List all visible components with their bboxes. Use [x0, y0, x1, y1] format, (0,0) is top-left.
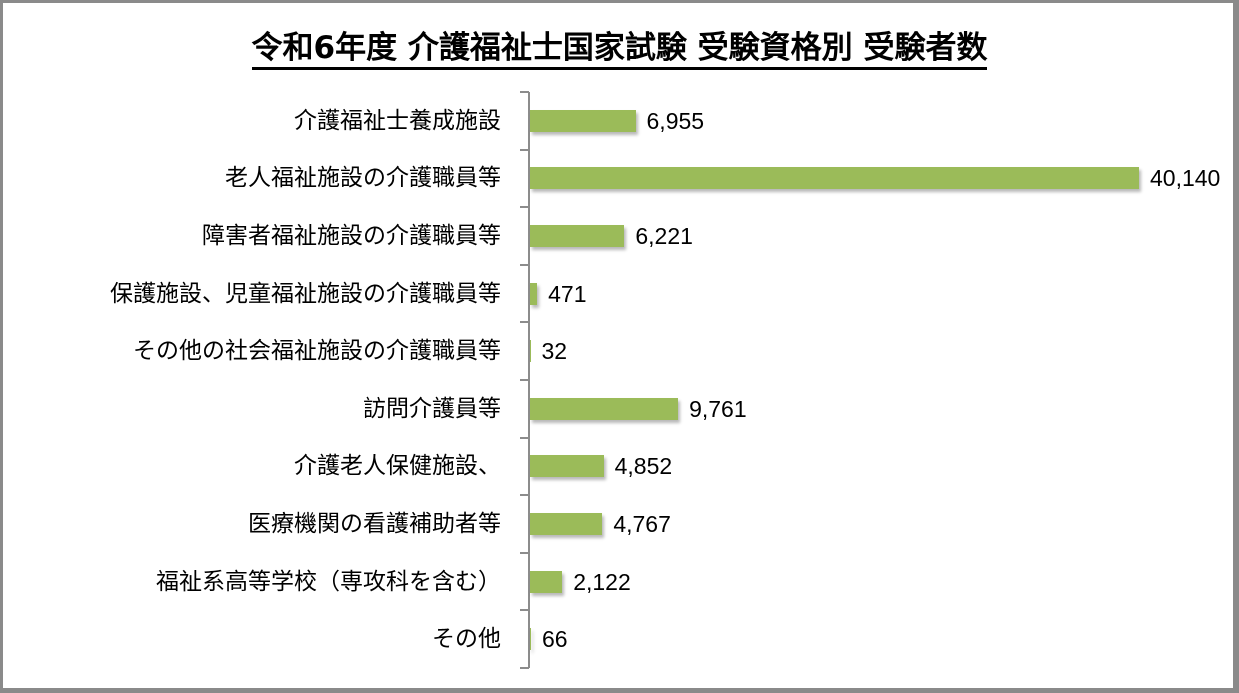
axis-tick — [520, 667, 529, 669]
category-label: 老人福祉施設の介護職員等 — [225, 165, 501, 192]
chart-title: 令和6年度 介護福祉士国家試験 受験資格別 受験者数 — [0, 22, 1239, 70]
axis-tick — [520, 379, 529, 381]
category-label: 福祉系高等学校（専攻科を含む） — [156, 568, 501, 595]
data-value-label: 6,955 — [646, 107, 705, 134]
data-bar — [530, 109, 636, 132]
category-label: 障害者福祉施設の介護職員等 — [202, 223, 501, 249]
data-bar — [530, 225, 625, 247]
axis-tick — [520, 263, 529, 266]
data-bar — [530, 397, 679, 420]
chart-title-text: 令和6年度 介護福祉士国家試験 受験資格別 受験者数 — [251, 30, 988, 70]
data-value-label: 40,140 — [1150, 165, 1221, 192]
axis-tick — [520, 609, 529, 612]
data-value-label: 32 — [541, 338, 568, 365]
data-bar — [530, 570, 563, 593]
data-value-label: 471 — [548, 280, 587, 307]
category-label: その他 — [432, 626, 501, 653]
data-bar — [530, 628, 531, 651]
category-label: 介護福祉士養成施設 — [294, 107, 501, 134]
axis-tick — [520, 551, 529, 554]
data-value-label: 6,221 — [635, 223, 693, 249]
axis-tick — [520, 321, 529, 324]
axis-tick — [520, 206, 529, 209]
axis-tick — [520, 91, 529, 93]
data-value-label: 4,852 — [614, 453, 673, 480]
category-label: 医療機関の看護補助者等 — [248, 511, 501, 537]
data-bar — [530, 282, 538, 305]
category-label: その他の社会福祉施設の介護職員等 — [133, 338, 501, 365]
data-bar — [530, 167, 1139, 190]
category-label: 介護老人保健施設、 — [294, 453, 501, 480]
data-value-label: 66 — [542, 626, 568, 653]
data-bar — [530, 513, 603, 535]
axis-tick — [520, 436, 529, 439]
data-value-label: 4,767 — [613, 511, 671, 537]
axis-tick — [520, 494, 529, 497]
category-label: 訪問介護員等 — [363, 395, 501, 422]
category-axis-line — [528, 92, 530, 668]
data-bar — [530, 455, 604, 478]
axis-tick — [520, 148, 529, 151]
category-label: 保護施設、児童福祉施設の介護職員等 — [110, 280, 501, 307]
data-value-label: 2,122 — [573, 568, 631, 595]
data-value-label: 9,761 — [689, 395, 747, 422]
